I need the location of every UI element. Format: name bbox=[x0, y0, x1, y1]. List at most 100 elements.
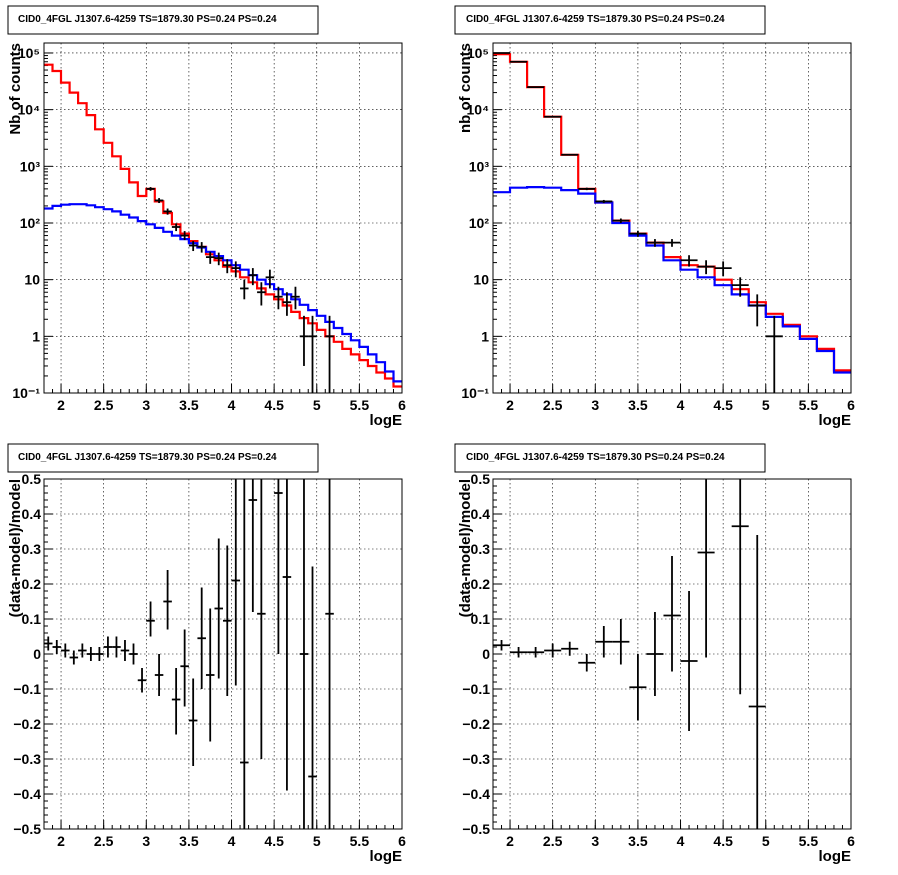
x-tick-label: 6 bbox=[398, 397, 406, 413]
y-axis-title: (data-model)/model bbox=[457, 479, 474, 617]
data-point bbox=[697, 479, 715, 658]
y-tick-label: 10 bbox=[24, 272, 40, 288]
data-point bbox=[188, 678, 198, 766]
data-point bbox=[171, 668, 181, 735]
x-axis-title: logE bbox=[370, 848, 403, 865]
chart-title-box bbox=[7, 5, 319, 35]
y-axis-title: nb of counts bbox=[457, 43, 474, 133]
x-tick-label: 4 bbox=[228, 397, 236, 413]
chart-title-box bbox=[454, 443, 766, 473]
data-point bbox=[299, 479, 309, 829]
x-axis-title: logE bbox=[819, 412, 852, 429]
y-tick-label: −0.4 bbox=[462, 786, 490, 802]
data-point bbox=[527, 647, 545, 658]
x-tick-label: 6 bbox=[398, 833, 406, 849]
data-point bbox=[663, 556, 681, 672]
data-point bbox=[61, 643, 70, 658]
x-tick-label: 6 bbox=[847, 833, 855, 849]
chart-title: CID0_4FGL J1307.6-4259 TS=1879.30 PS=0.2… bbox=[466, 452, 725, 463]
data-point bbox=[544, 643, 562, 658]
chart-title-box bbox=[454, 5, 766, 35]
data-point bbox=[163, 570, 172, 630]
data-point bbox=[171, 223, 181, 232]
data-point bbox=[240, 279, 249, 300]
x-tick-label: 5.5 bbox=[350, 833, 370, 849]
x-tick-label: 4.5 bbox=[264, 397, 284, 413]
data-point bbox=[69, 650, 79, 665]
data-point bbox=[146, 601, 155, 637]
x-tick-label: 5 bbox=[313, 833, 321, 849]
y-tick-label: 0.3 bbox=[22, 541, 42, 557]
y-tick-label: 0.3 bbox=[471, 541, 491, 557]
data-point bbox=[214, 252, 223, 266]
data-point bbox=[248, 479, 258, 612]
x-tick-label: 3 bbox=[142, 397, 150, 413]
data-point bbox=[714, 261, 732, 277]
series-total-model-line bbox=[44, 63, 402, 388]
data-point bbox=[291, 286, 300, 310]
y-tick-label: −0.5 bbox=[13, 821, 41, 837]
data-point bbox=[595, 199, 613, 204]
y-tick-label: 0 bbox=[482, 646, 490, 662]
y-tick-label: 10⁵ bbox=[18, 45, 40, 61]
y-tick-label: −0.2 bbox=[13, 716, 41, 732]
data-point bbox=[205, 251, 215, 264]
y-tick-label: −0.1 bbox=[462, 681, 490, 697]
y-tick-label: 10⁻¹ bbox=[12, 385, 40, 401]
data-point bbox=[510, 647, 528, 658]
data-point bbox=[561, 641, 579, 656]
data-point bbox=[680, 255, 698, 267]
data-point bbox=[112, 636, 121, 658]
x-tick-label: 2.5 bbox=[94, 397, 114, 413]
y-tick-label: 10⁴ bbox=[18, 102, 41, 118]
y-tick-label: 10³ bbox=[469, 158, 490, 174]
data-point bbox=[595, 626, 613, 658]
plot-frame bbox=[43, 42, 403, 394]
data-point bbox=[188, 241, 198, 252]
y-tick-label: 0.4 bbox=[22, 506, 42, 522]
data-point bbox=[663, 239, 681, 247]
data-point bbox=[52, 640, 62, 654]
data-point bbox=[214, 538, 223, 679]
data-point bbox=[748, 535, 766, 829]
x-tick-label: 4 bbox=[677, 833, 685, 849]
data-point bbox=[493, 640, 511, 651]
data-point bbox=[223, 545, 232, 696]
x-tick-label: 2.5 bbox=[543, 833, 563, 849]
y-tick-label: 0.1 bbox=[471, 611, 491, 627]
chart-title-box bbox=[7, 443, 319, 473]
data-point bbox=[629, 230, 647, 237]
x-tick-label: 5 bbox=[313, 397, 321, 413]
data-point bbox=[154, 654, 164, 696]
data-point bbox=[231, 261, 241, 278]
y-tick-label: 0.1 bbox=[22, 611, 42, 627]
data-point bbox=[629, 654, 647, 721]
x-tick-label: 3 bbox=[591, 397, 599, 413]
x-tick-label: 4.5 bbox=[713, 833, 733, 849]
data-point bbox=[561, 153, 579, 156]
data-point bbox=[765, 315, 783, 393]
x-tick-label: 6 bbox=[847, 397, 855, 413]
data-point bbox=[697, 260, 715, 275]
x-tick-label: 2.5 bbox=[94, 833, 114, 849]
data-point bbox=[78, 643, 87, 658]
y-axis-title: Nb of counts bbox=[7, 43, 24, 135]
chart-title: CID0_4FGL J1307.6-4259 TS=1879.30 PS=0.2… bbox=[18, 452, 277, 463]
data-point bbox=[325, 315, 334, 393]
x-tick-label: 4 bbox=[677, 397, 685, 413]
series-total-model-line bbox=[493, 53, 851, 372]
data-point bbox=[44, 636, 53, 651]
data-point bbox=[282, 292, 292, 316]
x-tick-label: 2 bbox=[57, 833, 65, 849]
y-tick-label: 10³ bbox=[20, 158, 41, 174]
data-point bbox=[527, 86, 545, 88]
data-point bbox=[578, 187, 596, 191]
data-point bbox=[544, 115, 562, 118]
chart-title: CID0_4FGL J1307.6-4259 TS=1879.30 PS=0.2… bbox=[466, 14, 725, 25]
y-tick-label: −0.5 bbox=[462, 821, 490, 837]
y-tick-label: 10² bbox=[469, 215, 490, 231]
chart-panel-bottom-left: CID0_4FGL J1307.6-4259 TS=1879.30 PS=0.2… bbox=[7, 443, 406, 865]
x-tick-label: 5 bbox=[762, 833, 770, 849]
data-point bbox=[223, 259, 232, 274]
